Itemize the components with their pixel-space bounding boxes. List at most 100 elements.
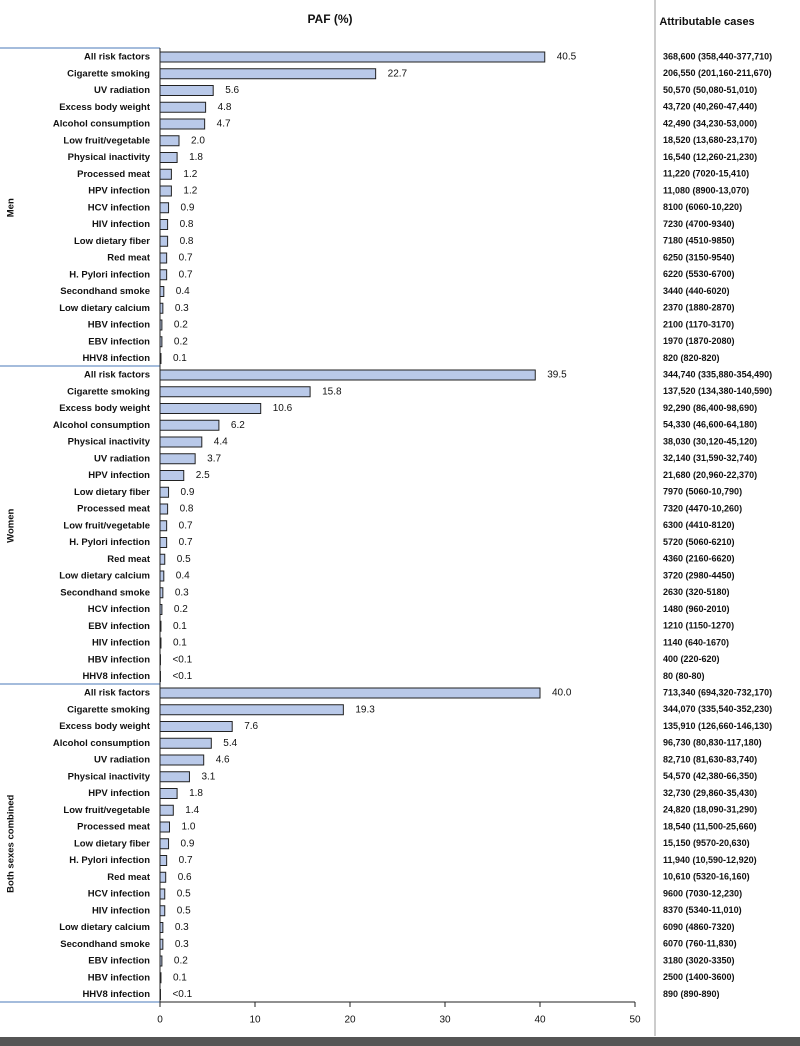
cases-label: 344,070 (335,540-352,230) xyxy=(663,704,772,714)
bar xyxy=(159,537,168,548)
cases-label: 11,940 (10,590-12,920) xyxy=(663,855,757,865)
value-label: 2.0 xyxy=(191,135,205,146)
cases-label: 713,340 (694,320-732,170) xyxy=(663,687,772,697)
value-label: 0.5 xyxy=(177,889,191,900)
bar xyxy=(159,235,169,247)
cases-label: 820 (820-820) xyxy=(663,353,720,363)
x-tick-label: 50 xyxy=(629,1015,641,1026)
value-label: 0.8 xyxy=(180,504,194,515)
cases-label: 18,520 (13,680-23,170) xyxy=(663,135,757,145)
bar xyxy=(159,386,311,398)
category-label: Processed meat xyxy=(77,504,151,515)
cases-label: 344,740 (335,880-354,490) xyxy=(663,369,772,379)
category-label: UV radiation xyxy=(94,85,150,96)
value-label: 0.8 xyxy=(180,219,194,230)
bar xyxy=(159,403,262,414)
cases-label: 3180 (3020-3350) xyxy=(663,955,735,965)
value-label: 0.8 xyxy=(180,236,194,247)
bar xyxy=(159,855,168,866)
value-label: 40.0 xyxy=(552,688,572,699)
cases-label: 7230 (4700-9340) xyxy=(663,219,735,229)
cases-label: 32,140 (31,590-32,740) xyxy=(663,453,757,463)
cases-label: 8100 (6060-10,220) xyxy=(663,202,742,212)
bar xyxy=(159,838,170,850)
bar xyxy=(159,369,536,381)
category-label: Physical inactivity xyxy=(68,437,151,448)
cases-label: 137,520 (134,380-140,590) xyxy=(663,386,772,396)
category-label: HCV infection xyxy=(88,604,150,615)
value-label: 3.1 xyxy=(201,771,215,782)
category-label: HPV infection xyxy=(88,186,150,197)
value-label: 0.3 xyxy=(175,303,189,314)
bar xyxy=(159,804,174,816)
bar xyxy=(159,185,172,197)
value-label: 7.6 xyxy=(244,721,258,732)
cases-label: 7180 (4510-9850) xyxy=(663,236,735,246)
value-label: 0.2 xyxy=(174,320,188,331)
cases-label: 92,290 (86,400-98,690) xyxy=(663,403,757,413)
category-label: Processed meat xyxy=(77,169,151,180)
category-label: Excess body weight xyxy=(59,102,151,113)
value-label: 0.1 xyxy=(173,353,187,364)
category-label: Low dietary calcium xyxy=(59,922,150,933)
cases-label: 50,570 (50,080-51,010) xyxy=(663,85,757,95)
cases-label: 11,080 (8900-13,070) xyxy=(663,185,749,195)
group-label: Women xyxy=(6,508,17,542)
value-label: 1.2 xyxy=(183,186,197,197)
bar xyxy=(159,871,167,883)
value-label: 0.9 xyxy=(181,838,195,849)
value-label: 5.6 xyxy=(225,85,239,96)
value-label: 0.7 xyxy=(179,520,193,531)
cases-label: 54,570 (42,380-66,350) xyxy=(663,771,757,781)
value-label: 4.6 xyxy=(216,755,230,766)
category-label: UV radiation xyxy=(94,453,150,464)
value-label: 0.2 xyxy=(174,956,188,967)
category-label: Alcohol consumption xyxy=(53,420,150,431)
category-label: HHV8 infection xyxy=(82,353,150,364)
cases-label: 9600 (7030-12,230) xyxy=(663,888,742,898)
value-label: 10.6 xyxy=(273,403,293,414)
bar xyxy=(159,687,541,699)
category-label: Low dietary calcium xyxy=(59,303,150,314)
category-label: HIV infection xyxy=(92,638,150,649)
category-label: Low fruit/vegetable xyxy=(63,520,150,531)
cases-label: 2500 (1400-3600) xyxy=(663,972,735,982)
value-label: 0.2 xyxy=(174,604,188,615)
value-label: 0.1 xyxy=(173,638,187,649)
bar xyxy=(159,821,170,833)
value-label: 1.8 xyxy=(189,152,203,163)
value-label: 1.8 xyxy=(189,788,203,799)
cases-label: 1480 (960-2010) xyxy=(663,604,730,614)
category-label: Alcohol consumption xyxy=(53,738,150,749)
bar xyxy=(159,486,170,498)
value-label: 0.7 xyxy=(179,269,193,280)
category-label: Low dietary fiber xyxy=(74,236,150,247)
category-label: HBV infection xyxy=(88,320,150,331)
cases-label: 32,730 (29,860-35,430) xyxy=(663,788,757,798)
category-label: Red meat xyxy=(107,872,151,883)
cases-label: 15,150 (9570-20,630) xyxy=(663,838,750,848)
cases-label: 16,540 (12,260-21,230) xyxy=(663,152,757,162)
cases-label: 400 (220-620) xyxy=(663,654,720,664)
cases-label: 2370 (1880-2870) xyxy=(663,303,735,313)
cases-label: 890 (890-890) xyxy=(663,989,720,999)
cases-label: 96,730 (80,830-117,180) xyxy=(663,738,762,748)
value-label: <0.1 xyxy=(172,989,192,1000)
cases-label: 1210 (1150-1270) xyxy=(663,621,734,631)
value-label: 1.4 xyxy=(185,805,199,816)
cases-label: 6300 (4410-8120) xyxy=(663,520,735,530)
cases-label: 54,330 (46,600-64,180) xyxy=(663,420,757,430)
bar xyxy=(159,252,168,264)
value-label: 0.4 xyxy=(176,571,190,582)
category-label: Physical inactivity xyxy=(68,771,151,782)
value-label: 4.7 xyxy=(217,119,231,130)
cases-label: 7970 (5060-10,790) xyxy=(663,487,742,497)
value-label: 0.3 xyxy=(175,922,189,933)
cases-label: 10,610 (5320-16,160) xyxy=(663,872,750,882)
value-label: 0.1 xyxy=(173,972,187,983)
bar xyxy=(159,788,178,799)
bar xyxy=(159,470,185,481)
category-label: Low fruit/vegetable xyxy=(63,135,150,146)
category-label: Excess body weight xyxy=(59,403,151,414)
